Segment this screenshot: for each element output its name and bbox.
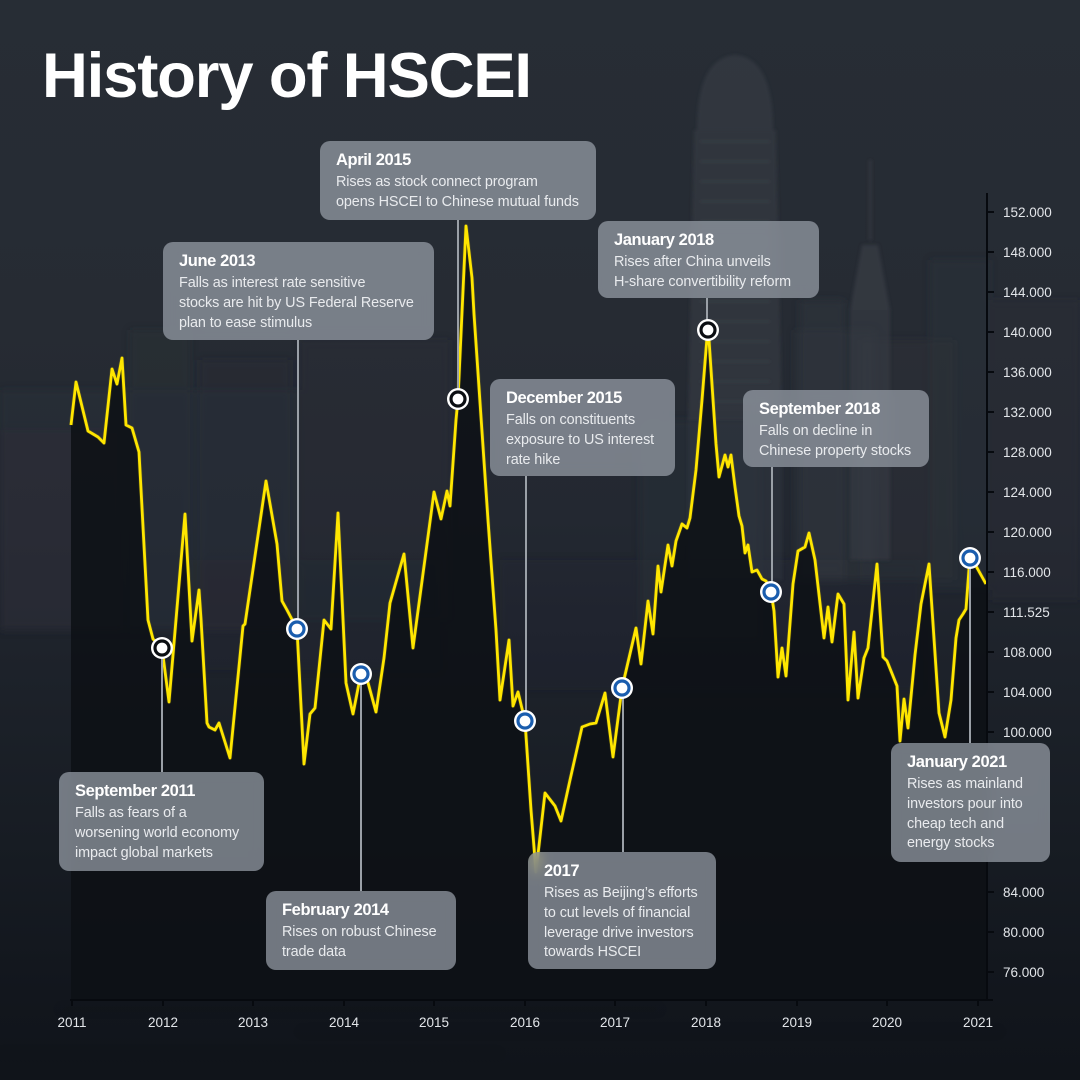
svg-text:76.000: 76.000 — [1003, 965, 1044, 980]
svg-text:116.000: 116.000 — [1003, 565, 1051, 580]
svg-text:124.000: 124.000 — [1003, 485, 1052, 500]
svg-text:2012: 2012 — [148, 1015, 178, 1030]
svg-text:108.000: 108.000 — [1003, 645, 1052, 660]
svg-text:2020: 2020 — [872, 1015, 902, 1030]
svg-text:2015: 2015 — [419, 1015, 449, 1030]
svg-text:152.000: 152.000 — [1003, 205, 1052, 220]
svg-text:111.525: 111.525 — [1003, 605, 1050, 620]
svg-text:144.000: 144.000 — [1003, 285, 1052, 300]
svg-text:2019: 2019 — [782, 1015, 812, 1030]
svg-text:148.000: 148.000 — [1003, 245, 1052, 260]
svg-text:2017: 2017 — [600, 1015, 630, 1030]
svg-text:132.000: 132.000 — [1003, 405, 1052, 420]
svg-text:2014: 2014 — [329, 1015, 360, 1030]
svg-text:2021: 2021 — [963, 1015, 993, 1030]
svg-text:136.000: 136.000 — [1003, 365, 1052, 380]
svg-text:100.000: 100.000 — [1003, 725, 1052, 740]
svg-text:80.000: 80.000 — [1003, 925, 1044, 940]
svg-text:84.000: 84.000 — [1003, 885, 1044, 900]
svg-text:2018: 2018 — [691, 1015, 721, 1030]
svg-text:104.000: 104.000 — [1003, 685, 1052, 700]
svg-text:120.000: 120.000 — [1003, 525, 1052, 540]
svg-text:128.000: 128.000 — [1003, 445, 1052, 460]
svg-text:2013: 2013 — [238, 1015, 268, 1030]
svg-text:140.000: 140.000 — [1003, 325, 1052, 340]
svg-text:2016: 2016 — [510, 1015, 540, 1030]
svg-text:2011: 2011 — [57, 1015, 86, 1030]
